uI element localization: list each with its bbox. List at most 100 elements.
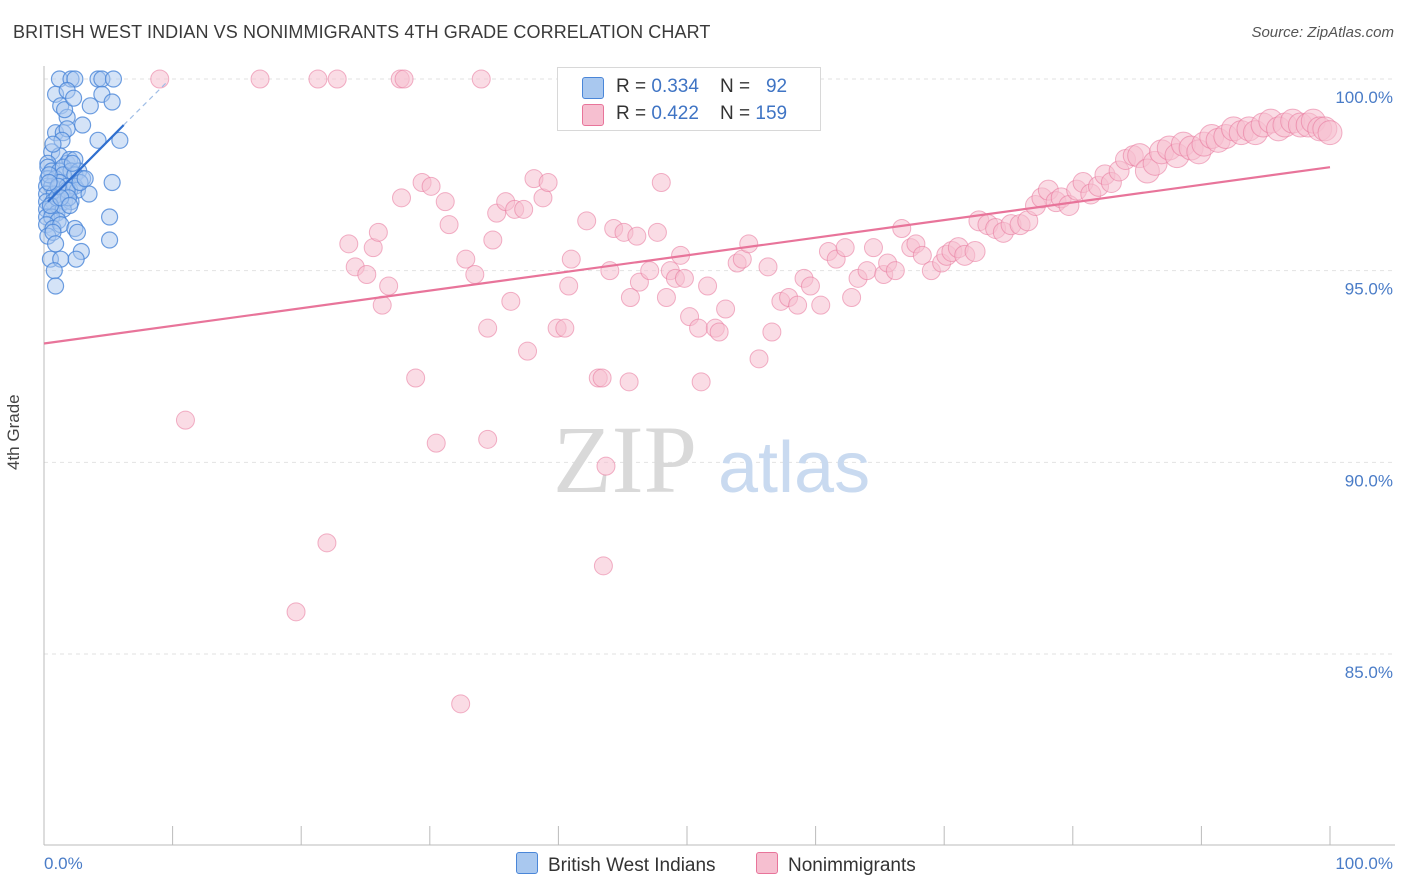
nonimmigrants-point xyxy=(842,288,862,307)
nonimmigrants-point xyxy=(619,372,639,392)
nonimmigrants-point xyxy=(478,429,498,449)
nonimmigrants-point xyxy=(592,368,612,388)
nonimmigrants-trend-line xyxy=(43,166,1331,345)
british-west-indians-trend-extension xyxy=(123,82,167,126)
legend-swatch-pink xyxy=(756,852,778,874)
nonimmigrants-point xyxy=(357,265,377,284)
legend-stats-pink: R = 0.422 N = 159 xyxy=(616,103,787,125)
nonimmigrants-point xyxy=(439,215,459,235)
nonimmigrants-point xyxy=(788,295,808,315)
n-label: N = xyxy=(720,76,756,97)
nonimmigrants-point xyxy=(483,230,503,250)
nonimmigrants-point xyxy=(716,299,736,319)
nonimmigrants-point xyxy=(647,222,667,242)
british-west-indians-point xyxy=(64,89,83,107)
british-west-indians-point xyxy=(44,135,62,153)
nonimmigrants-point xyxy=(964,241,986,262)
legend-stats-blue: R = 0.334 N = 92 xyxy=(616,76,787,98)
y-tick-labels: 100.0% 95.0% 90.0% 85.0% xyxy=(1335,88,1393,682)
legend-swatch-blue xyxy=(582,77,604,99)
nonimmigrants-point xyxy=(538,173,558,192)
nonimmigrants-point xyxy=(317,533,337,553)
nonimmigrants-point xyxy=(518,341,538,361)
nonimmigrants-point xyxy=(627,226,647,246)
nonimmigrants-point xyxy=(327,69,347,89)
nonimmigrants-point xyxy=(749,349,769,369)
nonimmigrants-point xyxy=(689,318,709,338)
british-west-indians-point xyxy=(67,250,85,268)
british-west-indians-point xyxy=(63,154,81,172)
nonimmigrants-point xyxy=(368,222,388,242)
nonimmigrants-point xyxy=(339,234,359,254)
nonimmigrants-point xyxy=(561,249,581,269)
british-west-indians-point xyxy=(111,131,129,149)
n-label: N = xyxy=(720,103,756,124)
nonimmigrants-point xyxy=(1317,120,1343,146)
nonimmigrants-point xyxy=(286,602,306,622)
nonimmigrants-point xyxy=(811,295,831,315)
british-west-indians-point xyxy=(46,277,65,295)
watermark: ZIP atlas xyxy=(553,406,870,513)
nonimmigrants-point xyxy=(739,234,759,254)
n-value: 92 xyxy=(765,76,788,97)
nonimmigrants-point xyxy=(308,69,328,89)
nonimmigrants-point xyxy=(451,694,471,714)
nonimmigrants-point xyxy=(762,322,782,342)
nonimmigrants-point xyxy=(620,288,640,307)
british-west-indians-trend-line xyxy=(47,124,125,203)
british-west-indians-point xyxy=(46,235,65,253)
nonimmigrants-point xyxy=(394,69,414,89)
nonimmigrants-point xyxy=(800,276,820,296)
nonimmigrants-point xyxy=(857,261,877,281)
nonimmigrants-point xyxy=(863,238,883,258)
y-tick-label: 100.0% xyxy=(1335,88,1393,107)
legend-label-blue: British West Indians xyxy=(548,855,716,876)
nonimmigrants-point xyxy=(656,288,676,307)
nonimmigrants-point xyxy=(555,318,575,338)
british-west-indians-point xyxy=(100,231,119,249)
british-west-indians-series xyxy=(37,70,129,295)
gridlines xyxy=(44,78,1395,655)
nonimmigrants-point xyxy=(501,291,521,311)
r-value: 0.334 xyxy=(651,76,699,97)
nonimmigrants-point xyxy=(596,456,616,476)
british-west-indians-point xyxy=(103,93,121,111)
nonimmigrants-point xyxy=(406,368,426,388)
nonimmigrants-point xyxy=(471,69,491,89)
nonimmigrants-point xyxy=(577,211,597,231)
trend-lines xyxy=(43,82,1331,345)
british-west-indians-point xyxy=(40,173,58,192)
nonimmigrants-point xyxy=(709,322,729,342)
legend-label-pink: Nonimmigrants xyxy=(788,855,916,876)
x-tick-label-max: 100.0% xyxy=(1335,854,1393,873)
british-west-indians-point xyxy=(61,196,79,215)
y-tick-label: 95.0% xyxy=(1345,280,1393,299)
nonimmigrants-series xyxy=(150,69,1343,714)
nonimmigrants-point xyxy=(892,219,912,238)
british-west-indians-point xyxy=(45,262,63,280)
legend-item-british-west-indians: British West Indians xyxy=(516,852,716,877)
source-label: Source: ZipAtlas.com xyxy=(1251,24,1394,41)
nonimmigrants-point xyxy=(465,265,485,284)
british-west-indians-point xyxy=(89,131,107,149)
correlation-legend: R = 0.334 N = 92 R = 0.422 N = 159 xyxy=(557,67,821,131)
x-ticks xyxy=(172,826,1331,845)
nonimmigrants-point xyxy=(514,199,534,219)
nonimmigrants-point xyxy=(674,268,694,288)
british-west-indians-point xyxy=(81,97,99,115)
watermark-atlas: atlas xyxy=(718,428,870,508)
nonimmigrants-point xyxy=(426,433,446,453)
british-west-indians-point xyxy=(55,101,74,119)
british-west-indians-point xyxy=(68,223,87,241)
nonimmigrants-point xyxy=(885,261,905,281)
nonimmigrants-point xyxy=(640,261,660,281)
british-west-indians-point xyxy=(104,70,123,88)
nonimmigrants-point xyxy=(651,173,671,192)
watermark-zip: ZIP xyxy=(553,406,697,513)
nonimmigrants-point xyxy=(456,249,476,269)
nonimmigrants-point xyxy=(698,276,718,296)
r-label: R = xyxy=(616,76,652,97)
nonimmigrants-point xyxy=(392,188,412,208)
y-tick-label: 85.0% xyxy=(1345,663,1393,682)
